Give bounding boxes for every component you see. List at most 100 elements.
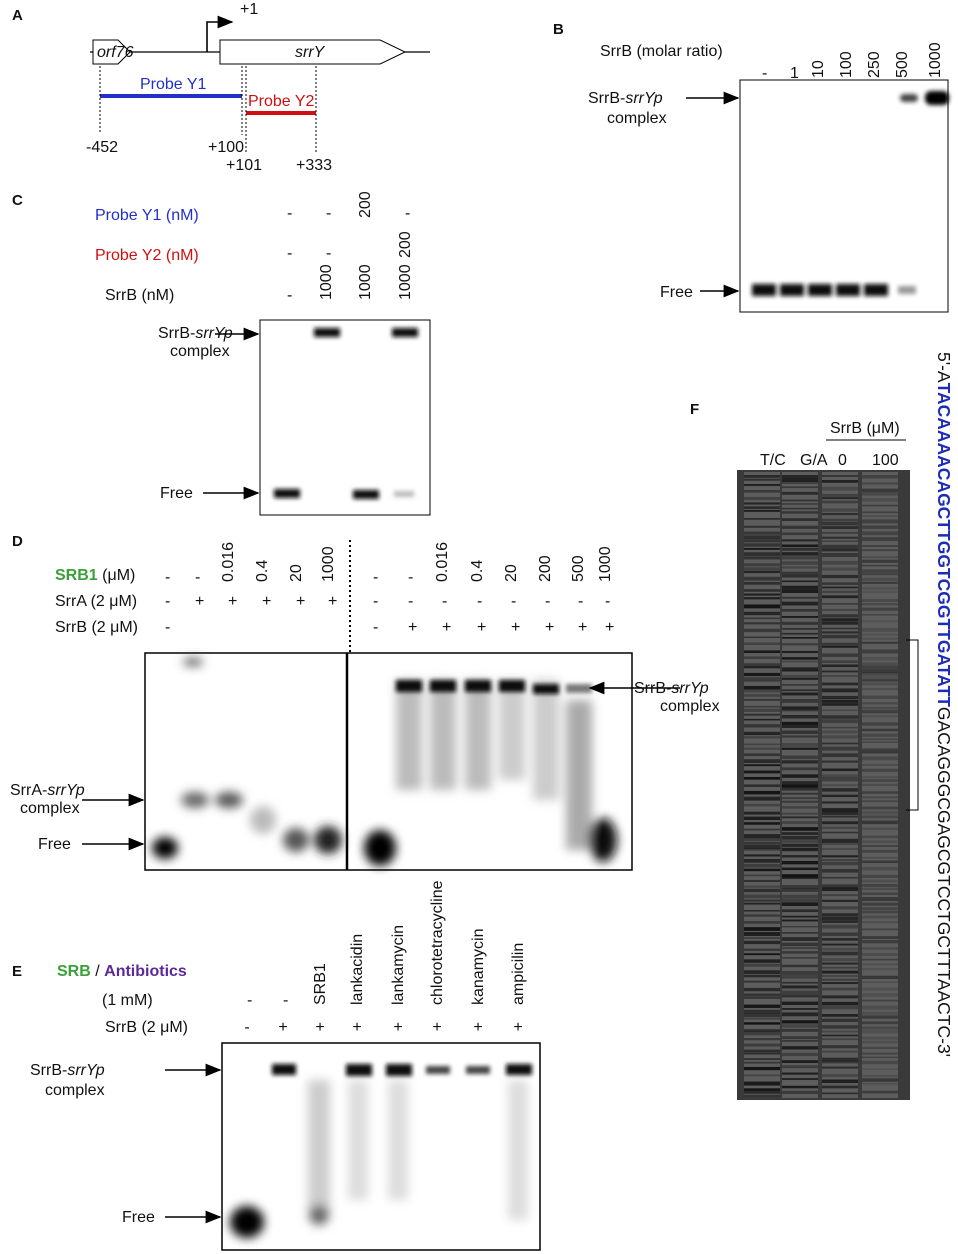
position-label: -452 <box>86 139 118 156</box>
lane-label: - <box>545 593 550 610</box>
row-label: SrrB (2 μM) <box>55 619 138 636</box>
lane-label: 0.016 <box>434 542 451 582</box>
lane-label: + <box>296 593 305 610</box>
panel-c: C Probe Y1 (nM) Probe Y2 (nM) SrrB (nM) … <box>12 192 431 516</box>
probe-label: Probe Y2 <box>248 93 315 110</box>
lane-label: - <box>511 593 516 610</box>
panel-label: C <box>12 192 23 209</box>
lane-label: - <box>477 593 482 610</box>
complex-label: complex <box>660 698 720 715</box>
lane-label: - <box>287 287 292 304</box>
position-label: +101 <box>226 157 262 174</box>
complex-label: SrrB-srrYp <box>30 1062 105 1079</box>
free-label: Free <box>660 284 693 301</box>
lane-label: + <box>352 1019 361 1036</box>
row-label: SRB1 (μM) <box>55 567 135 584</box>
lane-label: - <box>244 1019 249 1036</box>
lane-label: + <box>278 1019 287 1036</box>
lane-label: - <box>287 205 292 222</box>
lane-label: 200 <box>537 555 554 582</box>
gene-label: orf76 <box>97 44 134 61</box>
lane-label: ampicilin <box>510 943 527 1005</box>
lane-label: - <box>442 593 447 610</box>
lane-label: 0.016 <box>220 542 237 582</box>
lane-label: 0.4 <box>469 560 486 582</box>
lane-label: + <box>513 1019 522 1036</box>
lane-label: 1000 <box>597 546 614 582</box>
lane-label: + <box>195 593 204 610</box>
position-label: +333 <box>296 157 332 174</box>
panel-label: E <box>12 963 22 980</box>
lane-label: + <box>477 619 486 636</box>
complex-label: complex <box>170 343 230 360</box>
lane-label: 200 <box>397 231 414 258</box>
complex-label: complex <box>20 800 80 817</box>
row-label: SrrB (2 μM) <box>105 1019 188 1036</box>
row-label: SRB / Antibiotics <box>57 963 187 980</box>
lane-label: 200 <box>357 191 374 218</box>
lane-label: + <box>408 619 417 636</box>
lane-label: - <box>287 245 292 262</box>
lane-label: - <box>762 65 767 82</box>
row-label: (1 mM) <box>102 992 153 1009</box>
panel-b: B SrrB (molar ratio) SrrB-srrYp complex … <box>553 21 949 313</box>
lane-label: 10 <box>810 60 827 78</box>
condition-label: SrrB (molar ratio) <box>600 43 723 60</box>
lane-label: - <box>283 992 288 1009</box>
panel-label: F <box>690 401 699 418</box>
row-label: SrrB (nM) <box>105 287 174 304</box>
panel-f: F T/C G/A SrrB (μM) 0 100 5'-ATACAAAACAG… <box>690 352 954 1100</box>
lane-label: + <box>442 619 451 636</box>
position-label: +100 <box>208 139 244 156</box>
lane-label: 1000 <box>927 42 944 78</box>
lane-label: G/A <box>800 452 828 469</box>
tss-label: +1 <box>240 1 258 18</box>
lane-label: - <box>605 593 610 610</box>
lane-label: + <box>228 593 237 610</box>
lane-label: - <box>373 619 378 636</box>
lane-label: 500 <box>894 51 911 78</box>
free-label: Free <box>38 836 71 853</box>
lane-label: + <box>511 619 520 636</box>
lane-label: lankamycin <box>390 925 407 1005</box>
lane-label: 20 <box>288 564 305 582</box>
lane-label: - <box>578 593 583 610</box>
lane-label: - <box>195 569 200 586</box>
complex-label: SrrB-srrYp <box>158 325 233 342</box>
complex-label: SrrA-srrYp <box>10 782 85 799</box>
lane-label: 0.4 <box>254 560 271 582</box>
lane-label: + <box>473 1019 482 1036</box>
condition-label: SrrB (μM) <box>830 420 900 437</box>
panel-label: B <box>553 21 564 38</box>
lane-label: lankacidin <box>349 934 366 1005</box>
lane-label: 500 <box>570 555 587 582</box>
lane-label: 1000 <box>318 264 335 300</box>
lane-label: 20 <box>503 564 520 582</box>
lane-label: + <box>393 1019 402 1036</box>
free-label: Free <box>160 485 193 502</box>
lane-label: - <box>326 245 331 262</box>
dose-label: 100 <box>872 452 899 469</box>
lane-label: - <box>326 205 331 222</box>
lane-label: T/C <box>760 452 786 469</box>
lane-label: - <box>408 593 413 610</box>
lane-label: 100 <box>838 51 855 78</box>
lane-label: - <box>165 593 170 610</box>
panel-e: E SRB / Antibiotics (1 mM) SrrB (2 μM) S… <box>12 963 541 1251</box>
lane-label: - <box>405 205 410 222</box>
lane-label: SRB1 <box>312 963 329 1005</box>
lane-label: 1000 <box>320 546 337 582</box>
probe-label: Probe Y1 <box>140 76 207 93</box>
lane-label: - <box>247 992 252 1009</box>
complex-label: complex <box>607 110 667 127</box>
complex-label: SrrB-srrYp <box>588 90 663 107</box>
complex-label: SrrB-srrYp <box>634 680 709 697</box>
free-label: Free <box>122 1209 155 1226</box>
sequence: 5'-ATACAAAACAGCTTGGTCGGTTGATATTGACAGGGCG… <box>934 352 954 1057</box>
lane-label: + <box>328 593 337 610</box>
dose-label: 0 <box>838 452 847 469</box>
row-label: Probe Y2 (nM) <box>95 247 199 264</box>
lane-label: 1 <box>790 65 799 82</box>
row-label: Probe Y1 (nM) <box>95 207 199 224</box>
